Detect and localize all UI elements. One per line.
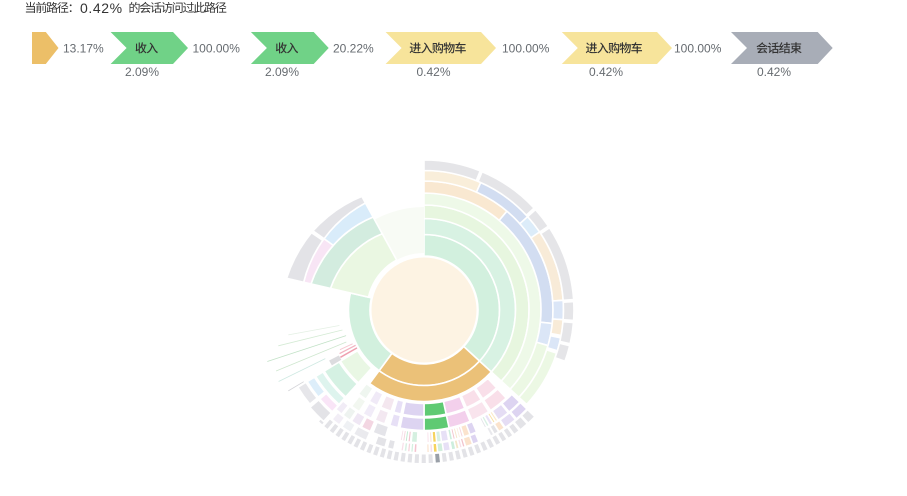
svg-text:100.00%: 100.00% (674, 42, 722, 56)
svg-text:2.09%: 2.09% (265, 65, 299, 79)
svg-text:100.00%: 100.00% (502, 42, 550, 56)
svg-text:0.42%: 0.42% (757, 65, 791, 79)
svg-text:0.42%: 0.42% (589, 65, 623, 79)
svg-text:20.22%: 20.22% (333, 42, 374, 56)
svg-text:13.17%: 13.17% (63, 42, 104, 56)
svg-text:0.42%: 0.42% (416, 65, 450, 79)
svg-text:0.42%: 0.42% (80, 0, 123, 16)
svg-text:100.00%: 100.00% (193, 42, 241, 56)
svg-text:2.09%: 2.09% (125, 65, 159, 79)
